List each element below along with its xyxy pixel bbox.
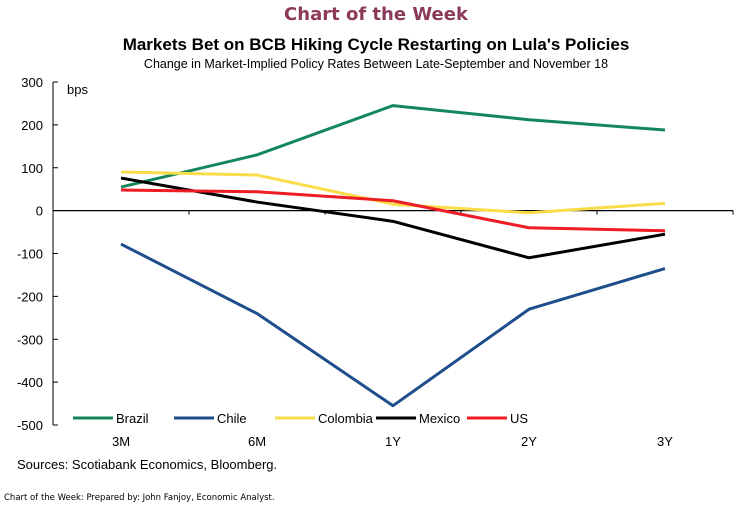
y-tick-label: -300 [17, 332, 43, 347]
y-tick-label: -200 [17, 289, 43, 304]
series-line-colombia [120, 170, 666, 215]
x-tick-label: 3M [112, 434, 130, 449]
legend-label: US [510, 411, 528, 426]
legend-label: Mexico [419, 411, 460, 426]
x-tick-label: 2Y [521, 434, 537, 449]
sources-note: Sources: Scotiabank Economics, Bloomberg… [17, 457, 278, 472]
series-line-us [120, 188, 666, 233]
footer-credit: Chart of the Week: Prepared by: John Fan… [4, 493, 275, 503]
series-line-brazil [120, 104, 666, 189]
legend-label: Chile [217, 411, 247, 426]
y-tick-label: -500 [17, 418, 43, 433]
chart-title: Markets Bet on BCB Hiking Cycle Restarti… [122, 35, 630, 54]
y-axis-label: bps [67, 82, 88, 97]
chart-subtitle: Change in Market-Implied Policy Rates Be… [143, 57, 609, 71]
y-tick-label: -100 [17, 247, 43, 262]
legend-label: Colombia [318, 411, 374, 426]
y-tick-label: 100 [21, 161, 43, 176]
x-tick-label: 6M [248, 434, 266, 449]
y-tick-label: 0 [36, 204, 43, 219]
series-line-chile [120, 242, 666, 408]
y-tick-label: -400 [17, 375, 43, 390]
series-line-mexico [120, 176, 666, 260]
chart-of-the-week-header: Chart of the Week [284, 4, 468, 25]
y-tick-label: 300 [21, 75, 43, 90]
x-tick-label: 3Y [657, 434, 673, 449]
line-chart: 300 200 100 0 -100 -200 -300 -400 -500 3M 6M 1Y 2Y 3… [17, 75, 734, 449]
x-tick-label: 1Y [385, 434, 401, 449]
y-tick-label: 200 [21, 118, 43, 133]
legend-label: Brazil [116, 411, 149, 426]
